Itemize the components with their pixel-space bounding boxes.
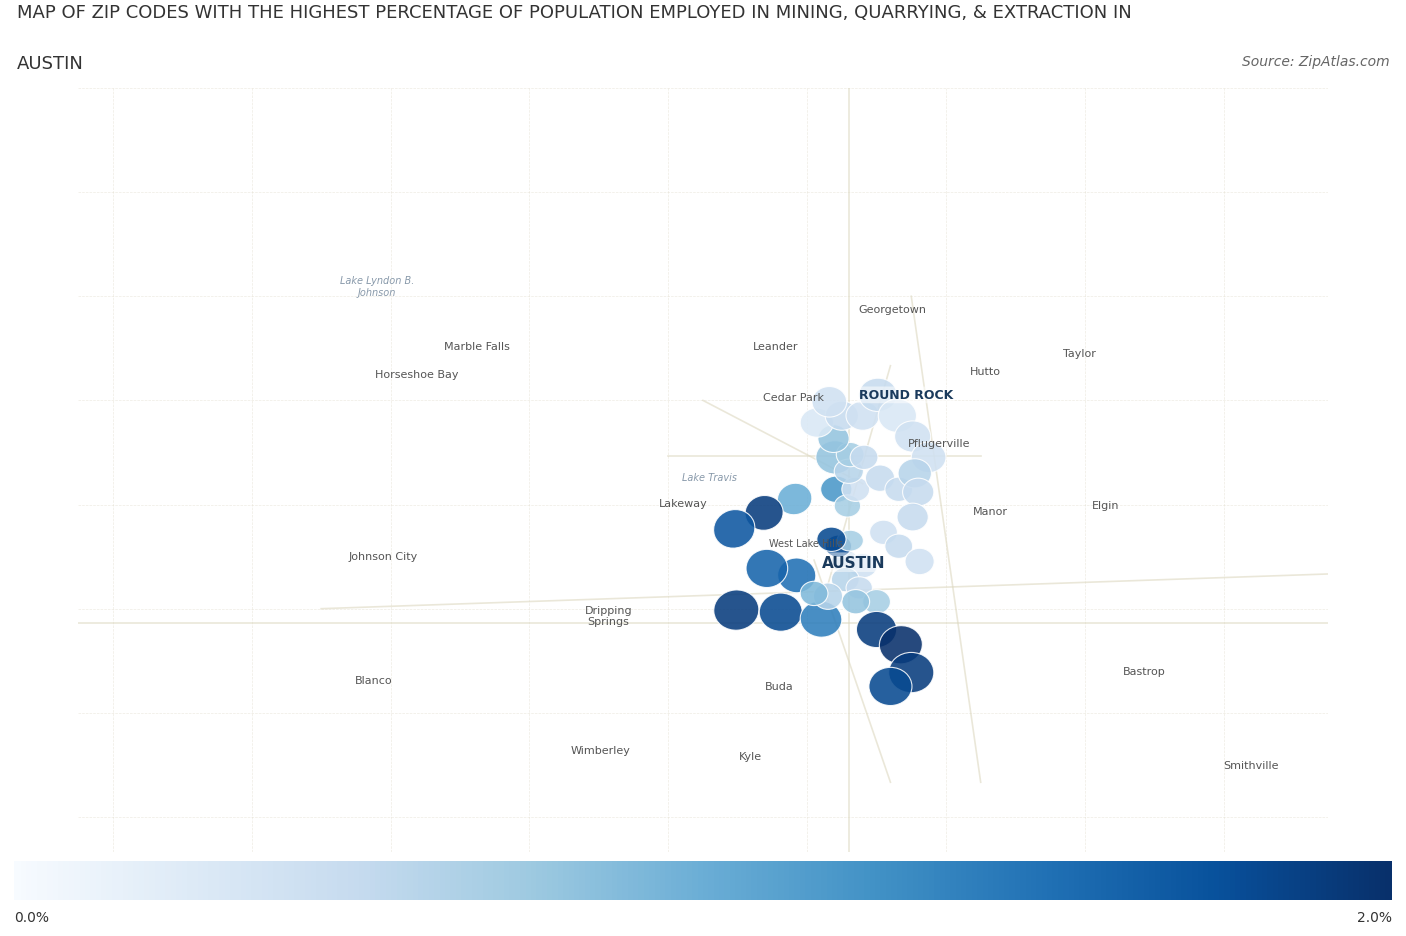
- Text: Pflugerville: Pflugerville: [908, 438, 970, 448]
- Text: Marble Falls: Marble Falls: [444, 342, 510, 352]
- Text: Source: ZipAtlas.com: Source: ZipAtlas.com: [1241, 55, 1389, 69]
- Text: Lakeway: Lakeway: [659, 499, 709, 508]
- Text: Hutto: Hutto: [970, 366, 1001, 376]
- Text: Cedar Park: Cedar Park: [762, 392, 824, 402]
- Text: Kyle: Kyle: [740, 751, 762, 761]
- Text: Horseshoe Bay: Horseshoe Bay: [374, 370, 458, 380]
- Text: Buda: Buda: [765, 681, 794, 692]
- Text: Leander: Leander: [754, 342, 799, 352]
- Text: ROUND ROCK: ROUND ROCK: [859, 389, 953, 402]
- Text: Dripping
Springs: Dripping Springs: [585, 606, 633, 627]
- Text: AUSTIN: AUSTIN: [17, 55, 84, 73]
- Text: Wimberley: Wimberley: [571, 745, 631, 754]
- Text: Blanco: Blanco: [354, 675, 392, 685]
- Text: West Lake Hills: West Lake Hills: [769, 538, 842, 548]
- Text: 2.0%: 2.0%: [1357, 911, 1392, 924]
- Text: Taylor: Taylor: [1063, 349, 1095, 358]
- Text: Lake Lyndon B.
Johnson: Lake Lyndon B. Johnson: [339, 276, 413, 298]
- Text: AUSTIN: AUSTIN: [823, 555, 886, 570]
- Text: Manor: Manor: [973, 506, 1008, 517]
- Text: 0.0%: 0.0%: [14, 911, 49, 924]
- Text: MAP OF ZIP CODES WITH THE HIGHEST PERCENTAGE OF POPULATION EMPLOYED IN MINING, Q: MAP OF ZIP CODES WITH THE HIGHEST PERCEN…: [17, 5, 1132, 22]
- Text: Johnson City: Johnson City: [349, 551, 418, 562]
- Text: Lake Travis: Lake Travis: [682, 473, 737, 482]
- Text: Elgin: Elgin: [1092, 500, 1119, 510]
- Text: Smithville: Smithville: [1223, 760, 1279, 770]
- Text: Bastrop: Bastrop: [1122, 666, 1166, 677]
- Text: Georgetown: Georgetown: [859, 304, 927, 314]
